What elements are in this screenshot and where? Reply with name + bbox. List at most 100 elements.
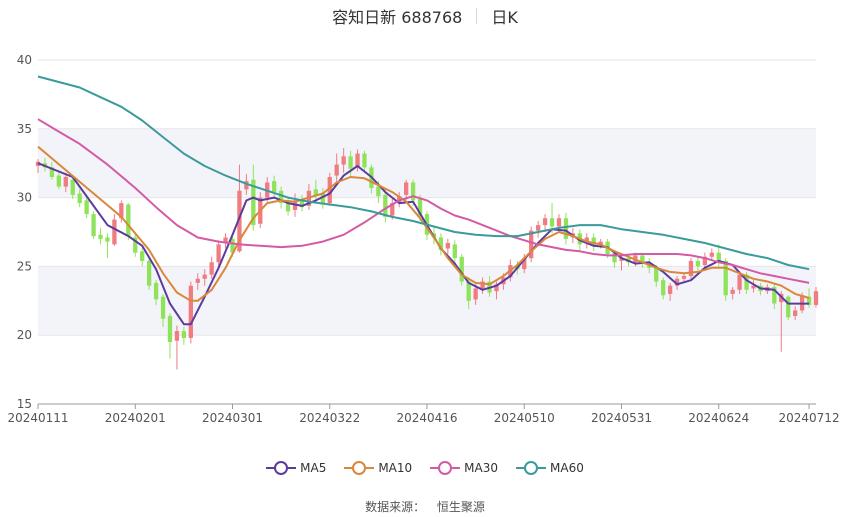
candle-body [459,256,464,282]
candle-body [494,284,499,292]
candle-body [299,198,305,208]
legend-ma30-label: MA30 [464,461,499,475]
candle-body [466,281,471,301]
legend-item-ma60[interactable]: MA60 [516,460,584,476]
candle-body [362,153,367,168]
candle-body [133,237,138,253]
candle-body [320,193,325,205]
data-source: 数据来源： 恒生聚源 [0,498,850,515]
candle-body [63,176,68,187]
candle-body [126,204,131,237]
candle-body [410,182,416,201]
candle-body [723,260,728,296]
candle-body [285,203,291,212]
legend-item-ma30[interactable]: MA30 [430,460,498,476]
candle-body [529,230,534,259]
candle-body [786,296,791,318]
candle-body [383,194,388,217]
candle-body [167,315,173,343]
candle-body [223,237,228,244]
candle-body [244,181,249,190]
candle-body [160,296,166,319]
legend-item-ma5[interactable]: MA5 [266,460,326,476]
ma-line-ma60 [37,75,810,271]
data-source-label: 数据来源： [365,500,426,514]
candle-body [563,218,569,239]
candle-body [216,244,221,263]
candle-body [772,287,777,304]
candle-body [667,285,673,294]
candle-body [195,278,200,283]
candle-body [202,274,207,279]
candle-body [438,237,444,250]
candle-body [542,218,548,226]
x-tick-label: 20240201 [105,411,166,425]
candle-body [730,289,735,294]
candle-body [355,153,360,168]
candle-body [230,238,235,253]
legend-ma30-circle [438,461,453,475]
candle-body [681,276,687,279]
candle-body [522,258,527,270]
y-tick-label: 15 [17,397,32,411]
grid-band [38,128,816,198]
y-tick-label: 30 [17,191,32,205]
legend-ma30-icon [430,460,461,476]
x-tick-label: 20240712 [779,411,840,425]
candle-body [77,193,82,204]
legend-ma10-label: MA10 [378,461,413,475]
legend-ma10-icon [344,460,375,476]
candle-body [327,176,332,204]
candle-body [341,156,346,165]
candle-body [417,198,423,216]
candle-body [709,252,714,257]
candle-body [688,260,694,277]
x-tick-label: 20240416 [396,411,457,425]
candle-body [98,234,103,239]
candle-body [535,225,541,231]
x-tick-label: 20240322 [299,411,360,425]
x-tick-label: 20240111 [7,411,68,425]
candle-body [612,252,617,263]
candle-body [584,237,589,244]
candle-body [806,296,812,305]
candle-body [209,262,214,275]
candle-body [334,164,339,176]
candle-body [480,281,485,289]
chart-legend: MA5 MA10 MA30 MA60 [0,458,850,478]
candle-body [404,182,409,195]
legend-ma60-icon [516,460,547,476]
data-source-value: 恒生聚源 [436,500,485,514]
ma-line-ma10 [37,145,810,302]
x-tick-label: 20240510 [494,411,555,425]
candle-body [84,200,89,215]
candle-body [744,274,749,290]
candle-body [237,190,242,252]
candle-body [640,255,645,264]
legend-item-ma10[interactable]: MA10 [344,460,412,476]
candle-body [695,260,701,267]
x-tick-label: 20240301 [202,411,263,425]
candle-body [153,282,159,300]
candle-body [702,256,708,266]
candle-body [591,237,596,246]
candle-body [348,156,353,169]
candle-body [619,258,624,261]
y-tick-label: 20 [17,328,32,342]
candle-body [181,331,187,338]
candle-body [91,214,96,237]
candle-body [140,251,145,261]
candle-body [272,181,277,193]
candle-body [112,219,117,245]
grid-band [38,266,816,336]
ma-line-ma30 [37,118,810,284]
x-tick-label: 20240624 [688,411,749,425]
legend-ma5-icon [266,460,297,476]
chart-title-row: 容知日新 688768 日K [0,4,850,28]
candle-body [49,167,55,177]
candle-body [452,244,457,259]
candle-body [174,331,180,341]
candle-body [716,252,721,261]
candle-body [390,203,395,216]
candle-body [105,237,110,242]
